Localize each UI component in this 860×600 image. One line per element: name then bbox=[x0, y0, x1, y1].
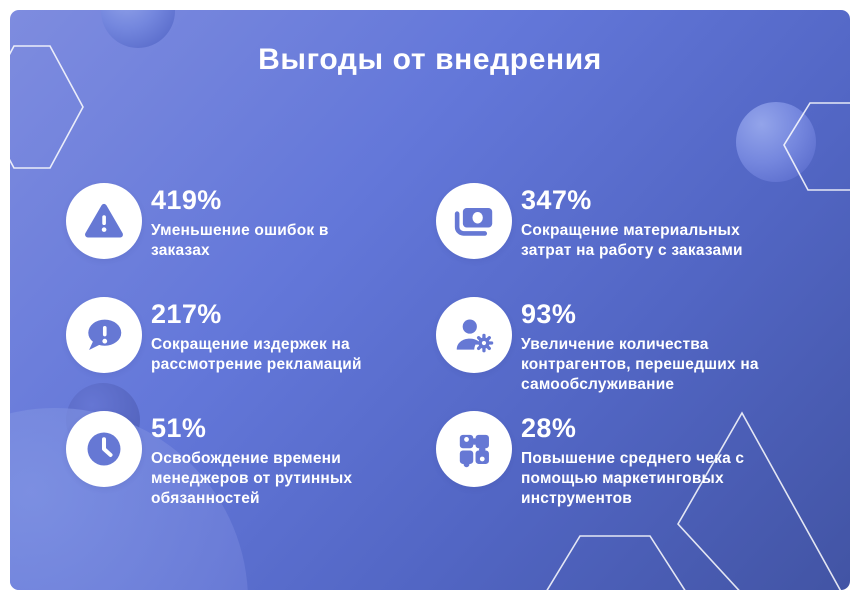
stat-percent: 93% bbox=[521, 299, 577, 329]
stat-item-time-saving: 51% Освобождение времени менеджеров от р… bbox=[66, 411, 436, 509]
stats-grid: 419% Уменьшение ошибок в заказах 347% Со… bbox=[66, 183, 793, 509]
stat-description: Повышение среднего чека с помощью маркет… bbox=[521, 449, 745, 507]
warning-icon bbox=[66, 183, 142, 259]
stat-description: Освобождение времени менеджеров от рутин… bbox=[151, 449, 353, 507]
stat-percent: 347% bbox=[521, 185, 592, 215]
stat-percent: 419% bbox=[151, 185, 222, 215]
stat-description: Сокращение издержек на рассмотрение рекл… bbox=[151, 335, 362, 373]
clock-icon bbox=[66, 411, 142, 487]
complaint-bubble-icon bbox=[66, 297, 142, 373]
stat-percent: 28% bbox=[521, 413, 577, 443]
stat-description: Уменьшение ошибок в заказах bbox=[151, 221, 329, 259]
stat-percent: 217% bbox=[151, 299, 222, 329]
stat-item-average-check: 28% Повышение среднего чека с помощью ма… bbox=[436, 411, 793, 509]
puzzle-icon bbox=[436, 411, 512, 487]
banknotes-icon bbox=[436, 183, 512, 259]
stat-item-errors: 419% Уменьшение ошибок в заказах bbox=[66, 183, 436, 297]
stat-item-claims: 217% Сокращение издержек на рассмотрение… bbox=[66, 297, 436, 411]
stat-description: Сокращение материальных затрат на работу… bbox=[521, 221, 743, 259]
stat-description: Увеличение количества контрагентов, пере… bbox=[521, 335, 759, 393]
user-gear-icon bbox=[436, 297, 512, 373]
page-title: Выгоды от внедрения bbox=[258, 43, 602, 76]
stat-item-self-service: 93% Увеличение количества контрагентов, … bbox=[436, 297, 793, 411]
stat-item-material-costs: 347% Сокращение материальных затрат на р… bbox=[436, 183, 793, 297]
slide-background: Выгоды от внедрения 419% Уменьшение ошиб… bbox=[10, 10, 850, 590]
hexagon-outlines-icon bbox=[10, 45, 850, 590]
stat-percent: 51% bbox=[151, 413, 207, 443]
